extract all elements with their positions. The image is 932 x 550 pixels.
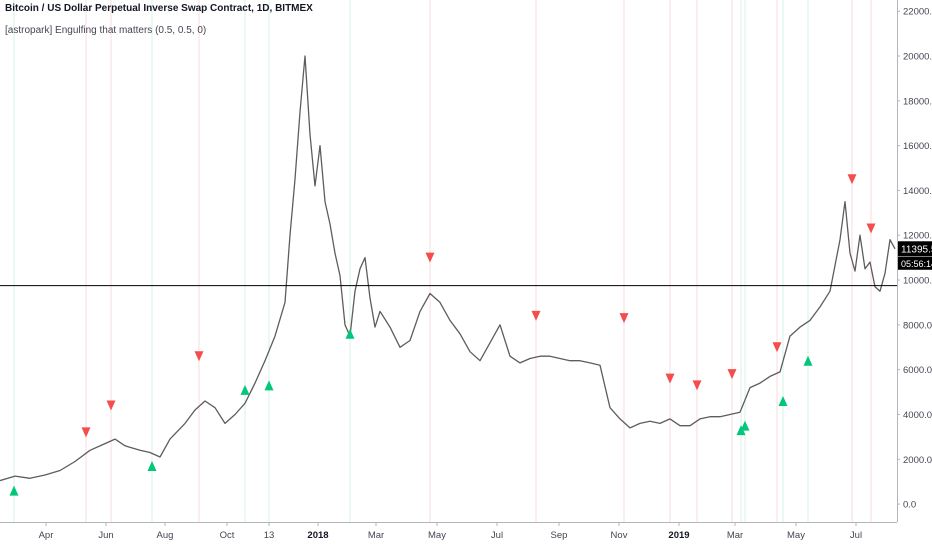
signal-markers (9, 174, 876, 496)
bullish-engulfing-marker[interactable] (740, 420, 750, 431)
price-tick-label: 12000.0 (903, 231, 932, 242)
indicator-legend[interactable]: [astropark] Engulfing that matters (0.5,… (5, 25, 207, 36)
last-price-label: 11395.5 (901, 244, 932, 255)
bearish-engulfing-marker[interactable] (194, 351, 204, 362)
price-tick-label: 18000.0 (903, 96, 932, 107)
bearish-engulfing-marker[interactable] (727, 369, 737, 380)
time-tick-label: 13 (264, 530, 275, 541)
price-tick-label: 10000.0 (903, 276, 932, 287)
bullish-engulfing-marker[interactable] (240, 384, 250, 395)
last-price-badge: 11395.5 05:56:14 (898, 241, 932, 270)
price-axis[interactable]: 0.0 2000.0 4000.0 6000.0 8000.0 10000.0 12000.… (897, 7, 932, 511)
bearish-engulfing-marker[interactable] (866, 223, 876, 234)
time-tick-label: Jul (850, 530, 862, 541)
bullish-engulfing-marker[interactable] (803, 355, 813, 366)
time-tick-label: May (787, 530, 805, 541)
price-tick-label: 8000.0 (903, 320, 932, 331)
bearish-engulfing-marker[interactable] (847, 174, 857, 185)
bullish-engulfing-marker[interactable] (9, 485, 19, 496)
price-tick-label: 20000.0 (903, 52, 932, 63)
price-tick-label: 2000.0 (903, 455, 932, 466)
signal-lines (13, 0, 872, 522)
time-tick-label: Aug (157, 530, 174, 541)
bearish-engulfing-marker[interactable] (665, 373, 675, 384)
time-tick-label: Nov (611, 530, 628, 541)
bullish-engulfing-marker[interactable] (345, 328, 355, 339)
bearish-engulfing-marker[interactable] (619, 313, 629, 324)
time-tick-label: 2018 (307, 530, 328, 541)
bearish-engulfing-marker[interactable] (531, 310, 541, 321)
time-tick-label: Mar (727, 530, 743, 541)
price-tick-label: 4000.0 (903, 410, 932, 421)
time-axis[interactable]: Apr Jun Aug Oct 13 2018 Mar May Jul Sep Nov 2019 Mar… (39, 522, 862, 541)
price-tick-label: 6000.0 (903, 365, 932, 376)
time-tick-label: Jul (491, 530, 503, 541)
time-tick-label: Apr (39, 530, 54, 541)
bearish-engulfing-marker[interactable] (425, 252, 435, 263)
bearish-engulfing-marker[interactable] (106, 400, 116, 411)
time-tick-label: Sep (551, 530, 568, 541)
time-tick-label: 2019 (668, 530, 689, 541)
bullish-engulfing-marker[interactable] (147, 460, 157, 471)
price-tick-label: 0.0 (903, 500, 916, 511)
bullish-engulfing-marker[interactable] (778, 396, 788, 407)
time-tick-label: May (428, 530, 446, 541)
time-tick-label: Oct (220, 530, 235, 541)
bearish-engulfing-marker[interactable] (692, 380, 702, 391)
bearish-engulfing-marker[interactable] (81, 427, 91, 438)
price-tick-label: 14000.0 (903, 186, 932, 197)
bearish-engulfing-marker[interactable] (772, 342, 782, 353)
chart-title: Bitcoin / US Dollar Perpetual Inverse Sw… (5, 3, 313, 14)
price-series (0, 55, 896, 482)
time-tick-label: Jun (98, 530, 113, 541)
bullish-engulfing-marker[interactable] (264, 380, 274, 391)
time-tick-label: Mar (368, 530, 384, 541)
countdown-label: 05:56:14 (901, 259, 932, 269)
price-tick-label: 16000.0 (903, 141, 932, 152)
price-line (0, 55, 896, 482)
price-tick-label: 22000.0 (903, 7, 932, 18)
